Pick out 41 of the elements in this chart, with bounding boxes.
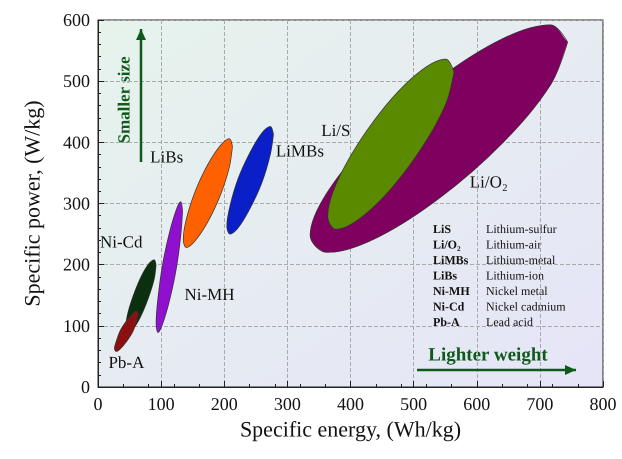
x-tick-label: 600 <box>463 394 490 414</box>
annotation: Pb-A <box>433 315 460 329</box>
annotation: Ni-MH <box>433 284 470 298</box>
y-tick-label: 400 <box>63 132 90 152</box>
series-label: Ni-MH <box>184 285 235 304</box>
x-axis-title: Specific energy, (Wh/kg) <box>240 416 462 442</box>
y-tick-label: 100 <box>63 316 90 336</box>
x-tick-label: 700 <box>526 394 554 414</box>
annotation: Lithium-metal <box>486 253 556 267</box>
annotation: Lithium-air <box>486 238 542 252</box>
annotation: Lithium-ion <box>486 268 544 282</box>
y-tick-label: 300 <box>63 194 90 214</box>
y-tick-label: 200 <box>63 254 90 275</box>
annotation: Nickel cadmium <box>486 300 566 314</box>
series-label: Pb-A <box>108 352 146 372</box>
annotation: LiBs <box>433 268 458 282</box>
series-label: LiMBs <box>276 142 324 161</box>
annotation: LiMBs <box>433 253 469 267</box>
x-tick-label: 500 <box>400 394 428 414</box>
y-axis-title: Specific power, (W/kg) <box>20 100 44 307</box>
annotation: Ni-Cd <box>433 300 465 314</box>
series-label: Li/S <box>321 121 350 140</box>
series-label: LiBs <box>150 148 184 167</box>
series-label: Ni-Cd <box>100 232 144 252</box>
annotation: Nickel metal <box>486 284 548 298</box>
y-tick-label: 500 <box>63 71 90 92</box>
annotation: Lithium-sulfur <box>486 222 557 236</box>
x-tick-label: 0 <box>94 394 102 414</box>
series-label: Li/O₂ <box>470 172 508 192</box>
y-tick-label: 600 <box>63 10 90 30</box>
x-tick-label: 800 <box>590 394 616 414</box>
x-tick-label: 400 <box>337 394 364 414</box>
x-tick-label: 200 <box>210 394 238 414</box>
x-tick-label: 100 <box>148 394 175 414</box>
annotation: Lead acid <box>486 315 533 329</box>
annotation: Li/O₂ <box>433 238 462 252</box>
annotation: Lighter weight <box>428 344 548 366</box>
annotation: LiS <box>433 222 452 236</box>
x-tick-label: 300 <box>274 394 301 414</box>
y-tick-label: 0 <box>81 377 90 397</box>
annotation: Smaller size <box>114 56 134 144</box>
